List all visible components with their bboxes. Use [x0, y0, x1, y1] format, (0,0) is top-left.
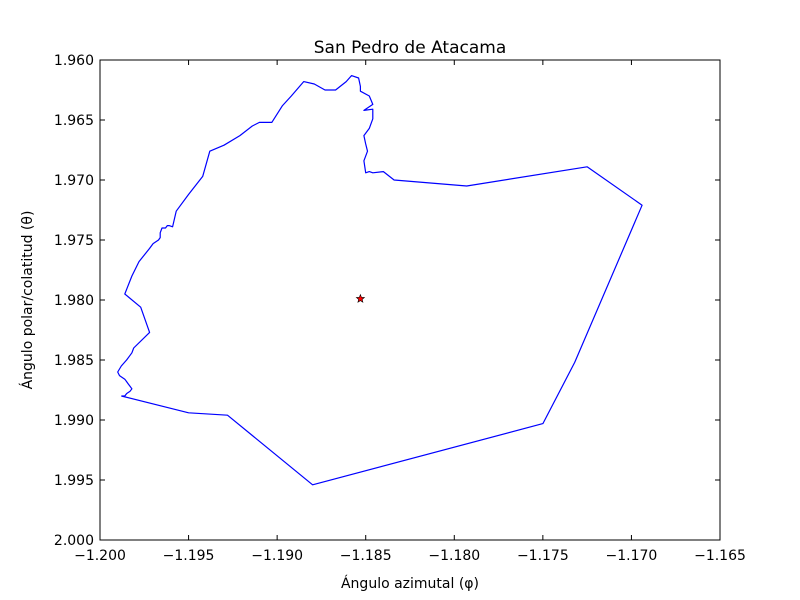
- centroid-star-marker: [355, 293, 366, 303]
- y-tick-label: 1.995: [54, 473, 94, 489]
- y-tick-label: 1.975: [54, 233, 94, 249]
- y-tick-label: 1.960: [54, 53, 94, 69]
- chart-title: San Pedro de Atacama: [314, 38, 507, 58]
- x-tick-label: −1.200: [74, 548, 126, 564]
- y-axis-label: Ángulo polar/colatitud (θ): [19, 211, 36, 390]
- y-tick-label: 1.985: [54, 353, 94, 369]
- x-axis-label: Ángulo azimutal (φ): [341, 575, 479, 592]
- y-tick-label: 1.970: [54, 173, 94, 189]
- x-tick-label: −1.165: [694, 548, 746, 564]
- x-tick-label: −1.170: [606, 548, 658, 564]
- y-tick-label: 1.965: [54, 113, 94, 129]
- x-tick-label: −1.185: [340, 548, 392, 564]
- y-tick-label: 2.000: [54, 533, 94, 549]
- boundary-line-series: [117, 74, 643, 486]
- x-tick-label: −1.195: [163, 548, 215, 564]
- plot-area: [117, 74, 643, 486]
- x-tick-label: −1.175: [517, 548, 569, 564]
- y-tick-label: 1.980: [54, 293, 94, 309]
- y-tick-label: 1.990: [54, 413, 94, 429]
- x-tick-label: −1.180: [428, 548, 480, 564]
- axes: −1.200 −1.195 −1.190 −1.185 −1.180 −1.175 −1.1…: [54, 53, 746, 564]
- x-tick-label: −1.190: [251, 548, 303, 564]
